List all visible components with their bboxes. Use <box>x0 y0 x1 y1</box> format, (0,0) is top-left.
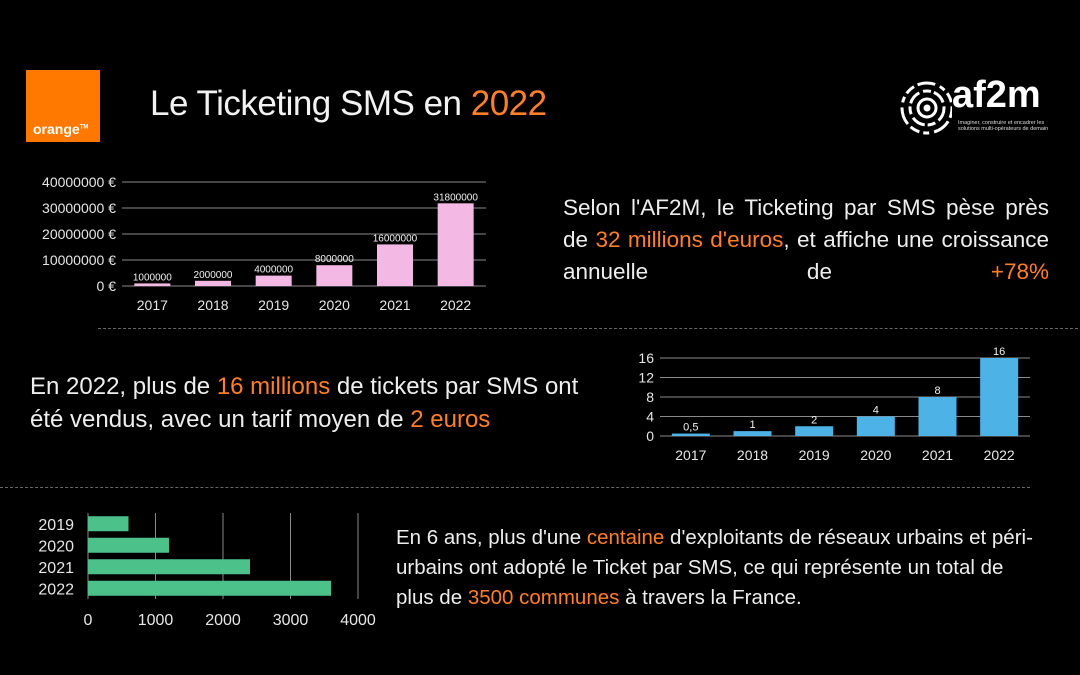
p3-text-c: d'exploitants de réseaux urbains et péri… <box>396 526 1033 609</box>
x-tick-label-2022: 2022 <box>984 447 1015 463</box>
bar-2022 <box>437 203 474 286</box>
bar-2020 <box>316 265 353 286</box>
y-tick-label: 8 <box>646 389 654 405</box>
y-tick-label: 30000000 € <box>42 200 116 216</box>
operators-paragraph: En 6 ans, plus d'une centaine d'exploita… <box>396 523 1036 613</box>
data-label-2021: 16000000 <box>373 233 418 244</box>
data-label-2017: 1000000 <box>133 272 172 283</box>
revenue-paragraph: Selon l'AF2M, le Ticketing par SMS pèse … <box>563 192 1049 288</box>
y-tick-label: 40000000 € <box>42 174 116 190</box>
data-label-2020: 8000000 <box>315 254 354 265</box>
bar-2020 <box>88 537 169 553</box>
bar-2017 <box>671 433 710 436</box>
bar-2017 <box>134 283 171 286</box>
x-tick-label: 1000 <box>138 612 174 629</box>
data-label-2018: 1 <box>749 419 755 431</box>
p3-text-a: En 6 ans, plus d'une <box>396 526 587 549</box>
x-tick-label-2021: 2021 <box>922 447 953 463</box>
data-label-2017: 0,5 <box>683 422 698 434</box>
p1-text-a: Selon l'AF2M, le Ticketing par SMS pèse … <box>563 195 1049 252</box>
bar-2021 <box>88 559 250 575</box>
data-label-2019: 4000000 <box>254 265 293 276</box>
revenue-chart: 0 € 10000000 € 20000000 € 30000000 € 4000000… <box>42 174 486 313</box>
y-tick-label: 0 € <box>97 278 117 294</box>
p1-highlight-growth: +78% <box>990 259 1049 284</box>
af2m-tagline: Imaginer, construire et encadrer les sol… <box>958 120 1049 132</box>
page-title: Le Ticketing SMS en 2022 <box>150 84 547 124</box>
p3-highlight-count: centaine <box>586 526 665 549</box>
y-tick-label: 0 <box>646 428 654 444</box>
p2-text-a: En 2022, plus de <box>30 373 217 400</box>
orange-logo-tm: TM <box>79 124 89 131</box>
y-tick-label: 16 <box>638 350 654 366</box>
p2-highlight-price: 2 euros <box>410 406 491 433</box>
y-tick-label: 4 <box>646 409 654 425</box>
separator-1 <box>98 328 1078 329</box>
data-label-2019: 2 <box>811 414 817 426</box>
x-tick-label-2019: 2019 <box>799 447 830 463</box>
af2m-logo: af2m Imaginer, construire et encadrer le… <box>900 74 1060 140</box>
data-label-2021: 8 <box>934 385 940 397</box>
x-tick-label-2017: 2017 <box>137 297 168 313</box>
title-year: 2022 <box>470 84 547 123</box>
p3-highlight-communes: 3500 communes <box>467 586 620 609</box>
data-label-2022: 31800000 <box>433 192 478 203</box>
x-tick-label-2019: 2019 <box>258 297 289 313</box>
p2-text-c: de tickets par SMS ont été vendus, avec … <box>30 373 579 433</box>
x-tick-label: 0 <box>84 612 93 629</box>
separator-2 <box>0 487 1030 488</box>
p2-highlight-tickets: 16 millions <box>216 373 331 400</box>
bar-2022 <box>980 358 1019 436</box>
operators-chart: 0 1000 2000 3000 4000 2019 2020 2021 2022 <box>38 513 376 629</box>
bar-2019 <box>795 426 834 436</box>
x-tick-label-2017: 2017 <box>675 447 706 463</box>
p1-highlight-amount: 32 millions d'euros <box>595 227 784 252</box>
x-tick-label: 3000 <box>273 612 309 629</box>
y-tick-label: 12 <box>638 370 654 386</box>
x-tick-label-2022: 2022 <box>440 297 471 313</box>
x-tick-label: 2000 <box>205 612 241 629</box>
tickets-chart: 0 4 8 12 16 0,5 2017 1 2018 2 2019 4 2020 8 2021 16 2022 <box>638 346 1030 463</box>
bar-2019 <box>255 275 292 286</box>
y-tick-label-2019: 2019 <box>38 517 74 534</box>
bar-2018 <box>195 280 231 286</box>
orange-logo-text: orange <box>33 121 80 137</box>
x-tick-label-2018: 2018 <box>197 297 228 313</box>
y-tick-label-2021: 2021 <box>38 560 74 577</box>
af2m-brand: af2m <box>952 74 1041 116</box>
bar-2021 <box>377 244 413 286</box>
bar-2020 <box>856 416 895 436</box>
tickets-paragraph: En 2022, plus de 16 millions de tickets … <box>30 370 600 436</box>
x-tick-label-2018: 2018 <box>737 447 768 463</box>
bar-2019 <box>88 516 129 532</box>
data-label-2022: 16 <box>993 346 1005 358</box>
x-tick-label: 4000 <box>340 612 376 629</box>
bar-2021 <box>918 397 957 436</box>
bar-2022 <box>88 580 331 596</box>
p1-text-c: , et affiche une croissance annuelle de <box>563 227 1049 284</box>
data-label-2020: 4 <box>873 405 879 417</box>
x-tick-label-2020: 2020 <box>860 447 891 463</box>
y-tick-label-2020: 2020 <box>38 538 74 555</box>
y-tick-label-2022: 2022 <box>38 581 74 598</box>
p3-text-e: à travers la France. <box>619 586 802 609</box>
x-tick-label-2021: 2021 <box>379 297 410 313</box>
title-prefix: Le Ticketing SMS en <box>150 84 471 123</box>
y-tick-label: 20000000 € <box>42 226 116 242</box>
x-tick-label-2020: 2020 <box>319 297 350 313</box>
bar-2018 <box>733 431 772 436</box>
af2m-emblem-icon <box>900 81 952 135</box>
data-label-2018: 2000000 <box>194 270 233 281</box>
y-tick-label: 10000000 € <box>42 252 116 268</box>
orange-logo: orangeTM <box>26 70 100 142</box>
